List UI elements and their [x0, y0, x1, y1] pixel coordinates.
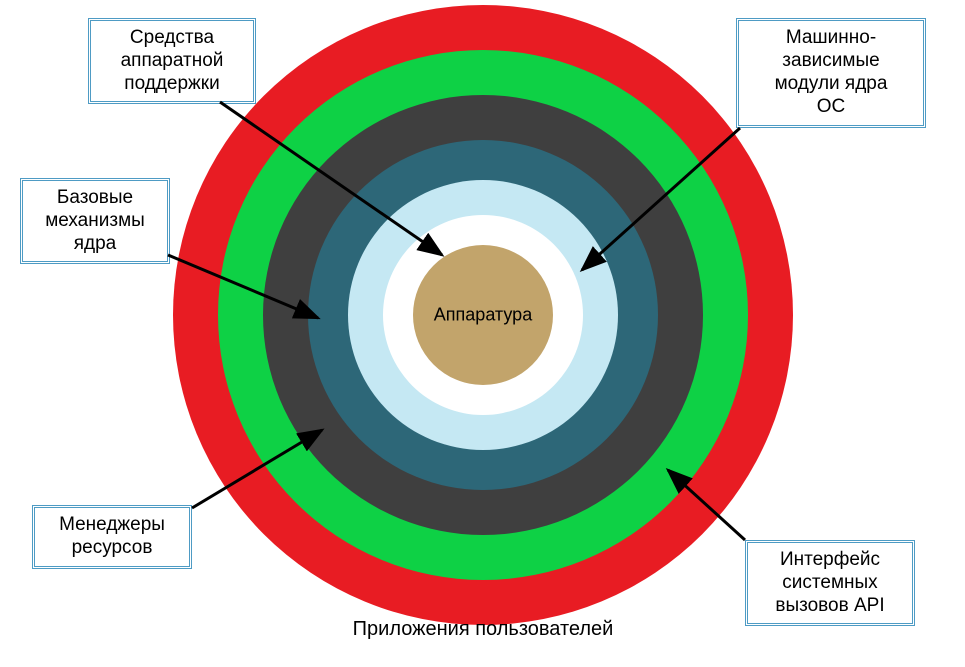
label-machine-dep: Машинно-зависимыемодули ядраОС: [736, 18, 926, 128]
center-label: Аппаратура: [434, 305, 532, 326]
label-kernel-mech: Базовыемеханизмыядра: [20, 178, 170, 264]
label-resource-mgr: Менеджерыресурсов: [32, 505, 192, 569]
bottom-label: Приложения пользователей: [353, 618, 614, 641]
diagram-stage: { "diagram": { "type": "concentric-rings…: [0, 0, 965, 667]
label-hw-support: Средствааппаратнойподдержки: [88, 18, 256, 104]
label-api: Интерфейссистемныхвызовов API: [745, 540, 915, 626]
